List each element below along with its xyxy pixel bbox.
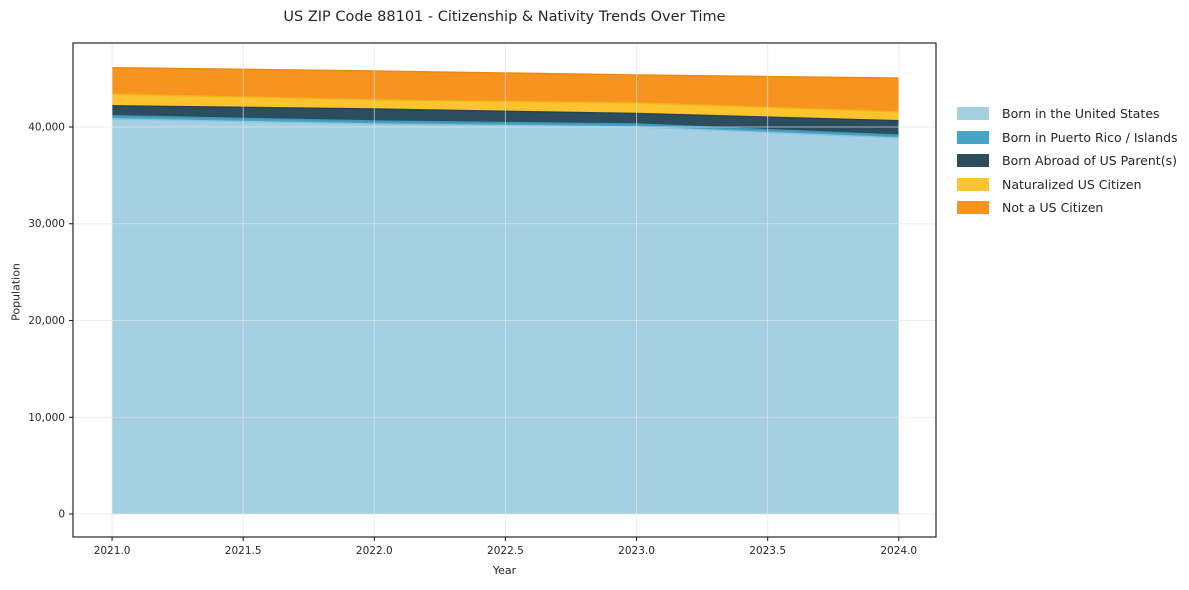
y-axis-label: Population [9, 263, 23, 321]
legend-label: Born Abroad of US Parent(s) [1002, 153, 1177, 169]
legend-item-naturalized: Naturalized US Citizen [957, 173, 1178, 197]
x-tick-label: 2024.0 [880, 545, 917, 557]
legend-label: Born in Puerto Rico / Islands [1002, 129, 1178, 145]
x-tick-label: 2023.0 [618, 545, 655, 557]
legend: Born in the United States Born in Puerto … [957, 102, 1178, 220]
y-tick-label: 40,000 [28, 121, 65, 133]
chart-title: US ZIP Code 88101 - Citizenship & Nativi… [283, 9, 726, 25]
legend-swatch-not-citizen [957, 201, 989, 215]
legend-item-born-pr: Born in Puerto Rico / Islands [957, 126, 1178, 150]
area-born-pr [112, 115, 899, 138]
legend-swatch-born-pr [957, 130, 989, 144]
y-tick-label: 30,000 [28, 218, 65, 230]
legend-item-not-citizen: Not a US Citizen [957, 196, 1178, 220]
x-tick-label: 2022.0 [356, 545, 393, 557]
y-tick-label: 10,000 [28, 412, 65, 424]
x-tick-label: 2022.5 [487, 545, 524, 557]
legend-label: Born in the United States [1002, 106, 1160, 122]
x-axis-label: Year [492, 564, 517, 577]
legend-swatch-born-abroad [957, 154, 989, 168]
legend-item-born-us: Born in the United States [957, 102, 1178, 126]
y-tick-label: 20,000 [28, 315, 65, 327]
axes-spines [72, 42, 937, 538]
legend-swatch-naturalized [957, 177, 989, 191]
legend-item-born-abroad: Born Abroad of US Parent(s) [957, 149, 1178, 173]
legend-swatch-born-us [957, 107, 989, 121]
x-tick-label: 2021.5 [225, 545, 262, 557]
legend-label: Naturalized US Citizen [1002, 176, 1142, 192]
legend-label: Not a US Citizen [1002, 200, 1104, 216]
y-tick-label: 0 [58, 509, 65, 521]
x-tick-label: 2023.5 [749, 545, 786, 557]
x-tick-label: 2021.0 [94, 545, 131, 557]
